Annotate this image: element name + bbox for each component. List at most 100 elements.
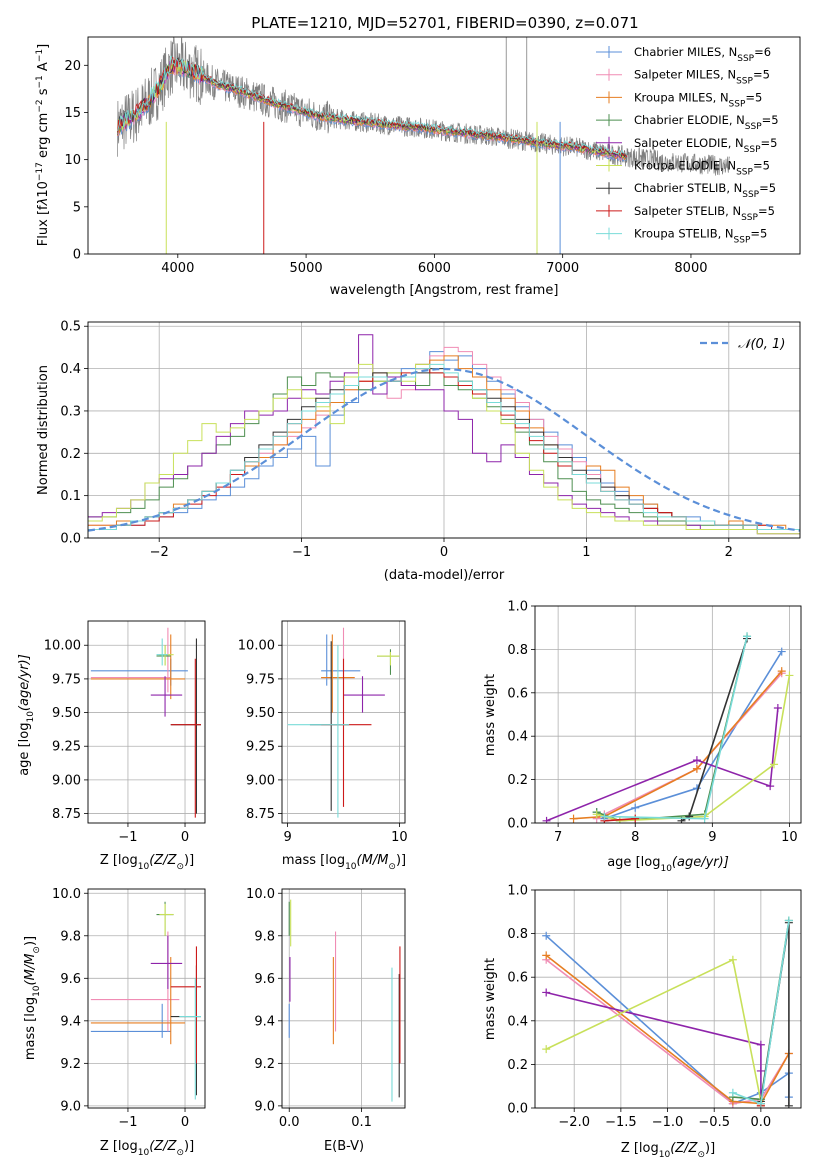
legend-entry-part: Chabrier MILES, N	[634, 45, 737, 59]
mw-age-marker	[631, 803, 640, 812]
spectrum-y-label-part: 10	[36, 181, 51, 198]
y-tick-label: 9.00	[246, 773, 275, 788]
x-tick-label: 0.0	[279, 1115, 300, 1130]
y-tick-label: 10.00	[238, 639, 275, 654]
mwZ-x-label-part: )]	[705, 1141, 715, 1156]
axes-frame	[87, 36, 801, 255]
x-tick-label: 4000	[161, 261, 194, 276]
y-tick-label: 9.75	[52, 672, 81, 687]
y-tick-label: 0.2	[507, 773, 528, 788]
x-tick-label: −1	[118, 830, 137, 845]
x-tick-label: 5000	[290, 261, 323, 276]
legend-entry: Kroupa STELIB, NSSP=5	[634, 227, 767, 246]
legend-entry-part: =6	[754, 45, 771, 59]
y-tick-label: 0	[73, 248, 81, 263]
legend-entry-part: Chabrier STELIB, N	[634, 181, 742, 195]
ageMass-x-label-part: 10	[345, 862, 357, 872]
y-tick-label: 1.0	[507, 600, 528, 615]
axes-age_vs_mass: 9 10 8.75 9.00 9.25 9.50 9.75 10.00	[238, 620, 408, 845]
y-tick-label: 0.5	[60, 320, 81, 335]
axes-frame	[87, 620, 206, 824]
legend-entry-part: Salpeter STELIB, N	[634, 204, 741, 218]
axes-spectrum: 4000 5000 6000 7000 8000 0 5 10 15 20	[64, 36, 801, 276]
ageMass-x-label-part: (M/M	[357, 853, 389, 868]
plot-area-mass_weight_vs_age	[542, 632, 794, 823]
ageMass-x-label-part: mass [log	[282, 853, 345, 868]
mw-age-marker	[569, 814, 578, 823]
mw-age-marker	[777, 647, 786, 656]
legend-entry-part: =5	[758, 204, 775, 218]
legend-entry-part: Kroupa ELODIE, N	[634, 159, 736, 173]
mw-age-marker	[592, 810, 601, 819]
y-tick-label: 10.00	[44, 639, 81, 654]
legend-entry: Salpeter MILES, NSSP=5	[634, 68, 770, 87]
x-tick-label: 8	[631, 830, 639, 845]
legend-entry-part: SSP	[736, 77, 753, 87]
ebv-x-label: E(B-V)	[324, 1139, 364, 1154]
spectrum-y-label-part: erg cm	[36, 113, 51, 162]
x-tick-label: 0.0	[751, 1115, 772, 1130]
x-tick-label: 0	[440, 545, 448, 560]
mw-age-marker	[631, 814, 640, 823]
mw-age-line-chabrier_stelib	[681, 638, 748, 822]
y-tick-label: 9.8	[254, 929, 275, 944]
x-tick-label: −2.0	[558, 1115, 590, 1130]
mw-age-marker	[600, 812, 609, 821]
y-tick-label: 9.4	[254, 1014, 275, 1029]
ageMass-x-label-part: )]	[396, 853, 406, 868]
ageZ-x-label-part: 10	[138, 862, 150, 872]
y-tick-label: 9.8	[60, 929, 81, 944]
mw-age-line-kroupa_miles	[573, 670, 783, 820]
y-tick-label: 0.4	[507, 730, 528, 745]
legend-entry-part: Salpeter MILES, N	[634, 68, 736, 82]
histogram-kroupa_stelib	[88, 363, 800, 531]
massZ-y-label-part: (M/M	[23, 954, 38, 986]
legend-entry-part: SSP	[729, 99, 746, 109]
legend-entry-part: SSP	[736, 168, 753, 178]
mw-age-line-kroupa_stelib	[604, 636, 748, 820]
mw-Z-line-salpeter_elodie	[546, 991, 762, 1106]
y-tick-label: 9.25	[246, 740, 275, 755]
massZ-x-label: Z [log10(Z/Z⊙)]	[100, 1139, 194, 1158]
mw-age-marker	[766, 782, 775, 791]
y-tick-label: 8.75	[52, 807, 81, 822]
massZ-x-label-part: Z [log	[100, 1139, 138, 1154]
x-tick-label: 0	[181, 830, 189, 845]
x-tick-label: 0	[181, 1115, 189, 1130]
massZ-y-label-part: 10	[32, 985, 42, 997]
x-tick-label: 0.1	[351, 1115, 372, 1130]
y-tick-label: 0.0	[507, 1102, 528, 1117]
ageZ-x-label-part: (Z/Z	[149, 853, 177, 868]
x-tick-label: 9	[708, 830, 716, 845]
mw-age-line-salpeter_stelib	[604, 817, 636, 822]
mw-age-marker	[743, 632, 752, 641]
residual-x-label: (data-model)/error	[384, 568, 505, 583]
y-tick-label: 9.4	[60, 1014, 81, 1029]
y-tick-label: 9.75	[246, 672, 275, 687]
mwAge-x-label-part: 10	[660, 864, 672, 874]
ageZ-x-label: Z [log10(Z/Z⊙)]	[100, 853, 194, 872]
y-tick-label: 10.0	[52, 887, 81, 902]
mw-age-marker	[542, 816, 551, 823]
massZ-y-label: mass [log10(M/M⊙)]	[23, 936, 42, 1060]
x-tick-label: 6000	[418, 261, 451, 276]
y-tick-label: 0.8	[507, 927, 528, 942]
spectrum-y-label-part: −17	[35, 162, 45, 181]
plot-area-mass_weight_vs_Z	[542, 916, 793, 1108]
y-tick-label: 9.2	[254, 1057, 275, 1072]
x-tick-label: 7000	[546, 261, 579, 276]
axes-mass_vs_ebv: 0.0 0.1 9.0 9.2 9.4 9.6 9.8 10.0	[246, 887, 406, 1130]
ageZ-y-label-part: age [log	[17, 723, 32, 776]
axes-mass_weight_vs_Z: −2.0 −1.5 −1.0 −0.5 0.0 0.0 0.2 0.4 0.6 0.8 1.0	[507, 884, 802, 1130]
axes-age_vs_Z: −1 0 8.75 9.00 9.25 9.50 9.75 10.00	[44, 620, 206, 845]
spectrum-y-label-part: ]	[36, 44, 51, 49]
y-tick-label: 0.0	[507, 817, 528, 832]
mwZ-x-label-part: 10	[659, 1150, 671, 1160]
ageZ-x-label-part: Z [log	[100, 853, 138, 868]
mwZ-x-label: Z [log10(Z/Z⊙)]	[621, 1141, 715, 1160]
legend-entry-part: =5	[753, 68, 770, 82]
legend-entry-part: SSP	[734, 236, 751, 246]
legend-entry-part: Chabrier ELODIE, N	[634, 113, 745, 127]
